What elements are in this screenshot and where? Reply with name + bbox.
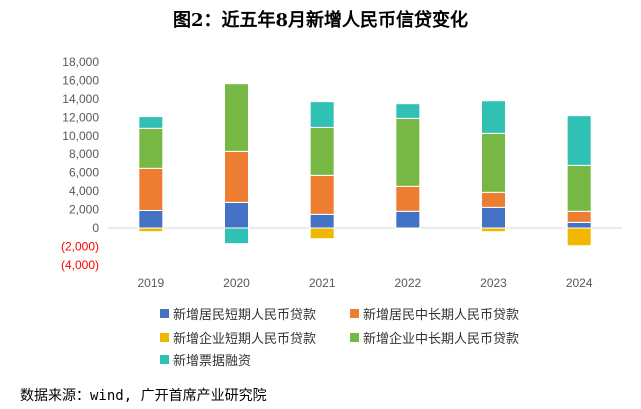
bar-segment [481,206,506,229]
legend-label: 新增企业中长期人民币贷款 [363,332,520,347]
legend-item: 新增企业中长期人民币贷款 [350,328,519,347]
bar-segment [566,115,592,166]
y-tick-label: 0 [92,221,99,235]
bar-segment [566,221,592,229]
y-tick-label: (4,000) [61,258,99,272]
x-tick-label: 2023 [480,276,507,290]
legend-swatch [160,309,169,318]
y-tick-label: 12,000 [62,110,99,124]
legend-label: 新增企业短期人民币贷款 [173,332,317,347]
y-tick-label: 14,000 [62,92,99,106]
legend-label: 新增居民短期人民币贷款 [173,308,317,323]
bar-segment [138,227,164,233]
y-tick-label: 4,000 [69,184,99,198]
y-tick-label: 10,000 [62,129,99,143]
bar-segment [395,210,421,229]
bar-segment [138,209,164,229]
bar-segment [309,213,335,229]
bar-segment [481,191,506,208]
y-tick-label: (2,000) [61,239,99,253]
x-tick-label: 2022 [394,276,421,290]
legend-swatch [350,333,359,342]
legend-swatch [160,355,169,364]
bar-segment [224,150,249,203]
bar-segment [395,185,421,212]
bar-segment [481,132,506,193]
bar-segment [395,117,421,187]
legend-item: 新增票据融资 [160,350,251,369]
bar-segment [481,100,506,134]
legend-label: 新增居民中长期人民币贷款 [363,308,520,323]
legend-item: 新增居民中长期人民币贷款 [350,304,519,323]
y-tick-label: 8,000 [69,147,99,161]
chart-title: 图2：近五年8月新增人民币信贷变化 [172,10,469,31]
source-note: 数据来源：wind, 广开首席产业研究院 [20,388,267,404]
x-tick-label: 2021 [309,276,336,290]
legend-item: 新增企业短期人民币贷款 [160,328,316,347]
y-tick-label: 6,000 [69,166,99,180]
y-tick-label: 16,000 [62,73,99,87]
bar-segment [395,103,421,119]
y-tick-label: 18,000 [62,55,99,69]
bar-segment [224,227,249,245]
bar-segment [566,210,592,223]
bar-segment [138,127,164,169]
x-tick-label: 2019 [137,276,164,290]
bar-segment [309,126,335,176]
bar-segment [138,116,164,129]
bar-segment [566,164,592,212]
bar-segment [309,227,335,240]
legend-item: 新增居民短期人民币贷款 [160,304,316,323]
bar-segment [224,201,249,229]
legend-swatch [350,309,359,318]
x-tick-label: 2020 [223,276,250,290]
legend-swatch [160,333,169,342]
stacked-bar-chart: (4,000) (2,000) 0 2,000 4,000 6,000 8,000 10,00… [61,55,622,290]
bar-segment [309,174,335,215]
bar-segment [224,83,249,152]
x-tick-label: 2024 [566,276,593,290]
bar-segment [566,227,592,247]
legend-label: 新增票据融资 [173,354,252,369]
bar-segment [309,101,335,128]
bar-segment [138,167,164,211]
bar-segment [481,227,506,233]
y-tick-label: 2,000 [69,203,99,217]
